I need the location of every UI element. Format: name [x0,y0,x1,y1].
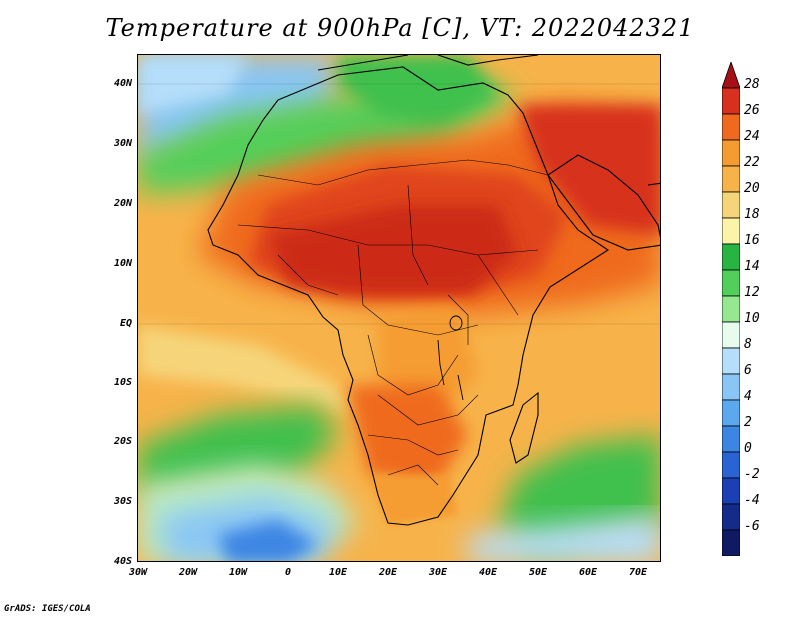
temp-band-20 [138,325,348,415]
map-title: Temperature at 900hPa [C], VT: 202204232… [105,14,695,42]
lat-label-30n: 30N [113,138,132,149]
colorbar-bin [722,399,740,427]
colorbar-label-minus-6: -6 [744,519,760,534]
colorbar-bin [722,321,740,349]
colorbar-bin [722,113,740,141]
temp-band-10-north [138,55,248,115]
temp-band-10-se [468,515,660,561]
lon-label-70e: 70E [628,567,648,578]
colorbar-bin [722,217,740,245]
colorbar-label-4: 4 [744,389,752,404]
temp-band-22-south-africa [368,475,458,525]
lon-label-10w: 10W [228,567,248,578]
lon-label-20e: 20E [378,567,398,578]
colorbar-label-16: 16 [744,233,760,248]
colorbar-label-26: 26 [744,103,760,118]
lon-label-60e: 60E [578,567,598,578]
africa-coastline [207,66,610,526]
lon-label-40e: 40E [478,567,498,578]
colorbar-arrow-top [722,62,740,89]
colorbar-bin [722,243,740,271]
colorbar-bin [722,139,740,167]
europe-coastline [317,55,539,71]
madagascar-coastline [509,391,539,464]
temp-band-14-med [338,55,498,125]
colorbar-bin [722,503,740,531]
lon-label-50e: 50E [528,567,548,578]
lon-label-0: 0 [284,567,292,578]
colorbar-label-14: 14 [744,259,760,274]
colorbar-bin [722,425,740,453]
lat-label-20s: 20S [113,436,132,447]
colorbar-bin [722,373,740,401]
lat-label-40s: 40S [113,556,132,567]
colorbar-bin [722,165,740,193]
colorbar-bin [722,529,740,556]
temp-band-28-sahel [268,205,518,295]
colorbar-label-24: 24 [744,129,760,144]
lon-label-20w: 20W [178,567,198,578]
colorbar-label-18: 18 [744,207,760,222]
colorbar-label-12: 12 [744,285,760,300]
colorbar-label-0: 0 [744,441,752,456]
arabia-coastline [547,154,660,251]
temperature-map [137,54,661,562]
coastlines [207,55,660,526]
temp-band-2-south [218,520,318,561]
lat-label-10s: 10S [113,377,132,388]
grads-credit: GrADS: IGES/COLA [4,604,91,614]
colorbar-label-20: 20 [744,181,760,196]
colorbar-label-minus-2: -2 [744,467,760,482]
colorbar-bin [722,347,740,375]
colorbar-label-28: 28 [744,77,760,92]
colorbar-bin [722,269,740,297]
colorbar-label-10: 10 [744,311,760,326]
borders [237,159,549,486]
temp-band-26-arabia [518,105,660,235]
colorbar-bin [722,451,740,479]
temp-band-24-south-africa [348,385,468,485]
temp-band-14-south [138,405,338,495]
lakes [437,315,464,401]
colorbar-bin [722,191,740,219]
colorbar-label-2: 2 [744,415,752,430]
lat-label-40n: 40N [113,78,132,89]
lat-label-10n: 10N [113,258,132,269]
colorbar-label-8: 8 [744,337,752,352]
lon-label-30w: 30W [128,567,148,578]
colorbar-label-minus-4: -4 [744,493,760,508]
lat-label-20n: 20N [113,198,132,209]
colorbar-label-6: 6 [744,363,752,378]
lat-label-30s: 30S [113,496,132,507]
colorbar-bin [722,87,740,115]
lat-label-eq: EQ [119,318,132,329]
lon-label-30e: 30E [428,567,448,578]
colorbar-bin [722,295,740,323]
colorbar-bin [722,477,740,505]
colorbar [722,62,740,556]
colorbar-label-22: 22 [744,155,760,170]
india-coastline [647,182,660,186]
lon-label-10e: 10E [328,567,348,578]
